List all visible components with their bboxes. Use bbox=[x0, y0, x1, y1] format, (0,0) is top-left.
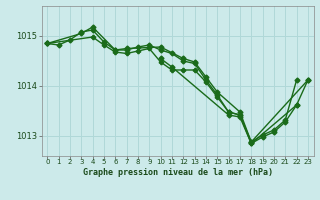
X-axis label: Graphe pression niveau de la mer (hPa): Graphe pression niveau de la mer (hPa) bbox=[83, 168, 273, 177]
